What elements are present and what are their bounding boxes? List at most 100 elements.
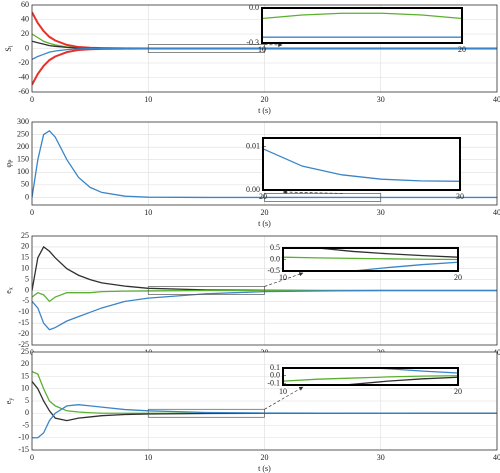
x-tick-label: 30 (377, 208, 385, 217)
y-tick-label: 0 (25, 408, 29, 417)
inset-frame (282, 247, 459, 272)
inset-x-tick-label: 20 (454, 387, 462, 396)
y-tick-label: -40 (18, 72, 29, 81)
series-line (32, 129, 497, 199)
inset-y-tick-label: 0.1 (270, 363, 280, 372)
y-tick-label: 0 (25, 43, 29, 52)
y-tick-label: 40 (21, 14, 29, 23)
series-line (32, 289, 497, 331)
plot-frame (31, 4, 498, 93)
y-axis-label-sub: P (9, 159, 15, 163)
inset-x-tick-label: 10 (258, 45, 266, 54)
y-tick-label: -60 (18, 87, 29, 96)
inset-frame (261, 7, 463, 44)
inset-y-tick-label: -0.3 (246, 38, 259, 47)
inset-line (366, 368, 458, 374)
x-tick-label: 40 (493, 208, 500, 217)
x-tick-label: 10 (144, 208, 152, 217)
y-tick-label: -20 (18, 329, 29, 338)
x-tick-label: 10 (144, 95, 152, 104)
x-tick-label: 10 (144, 453, 152, 462)
y-tick-label: -15 (18, 445, 29, 454)
inset-y-tick-label: 0.0 (270, 371, 280, 380)
y-tick-label: -5 (22, 296, 29, 305)
series-line (32, 404, 497, 439)
inset-y-tick-label: 0.5 (270, 243, 280, 252)
y-tick-label: 15 (21, 253, 29, 262)
y-tick-label: -10 (18, 433, 29, 442)
y-tick-label: 25 (21, 347, 29, 356)
inset-line (283, 375, 458, 382)
y-tick-label: 50 (21, 180, 29, 189)
inset-x-tick-label: 20 (259, 192, 267, 201)
inset-line (262, 12, 462, 20)
y-tick-label: -10 (18, 307, 29, 316)
y-axis-label-main: φ (4, 162, 13, 167)
y-axis-label-sub: x (9, 287, 15, 290)
y-axis-label-main: e (4, 400, 13, 404)
inset-y-tick-label: 0.0 (270, 254, 280, 263)
x-tick-label: 40 (493, 453, 500, 462)
zoom-box (147, 286, 265, 295)
x-tick-label: 30 (377, 95, 385, 104)
y-tick-label: 20 (21, 359, 29, 368)
y-tick-label: 0 (25, 192, 29, 201)
inset-x-tick-label: 20 (458, 45, 466, 54)
x-axis-label: t (s) (258, 106, 271, 115)
y-tick-label: -5 (22, 420, 29, 429)
inset-y-tick-label: -0.5 (267, 266, 280, 275)
y-tick-label: 0 (25, 285, 29, 294)
y-tick-label: 300 (17, 117, 29, 126)
zoom-box (147, 408, 265, 418)
inset-y-tick-label: 0.00 (246, 185, 260, 194)
y-tick-label: 10 (21, 384, 29, 393)
x-tick-label: 0 (30, 95, 34, 104)
y-tick-label: -20 (18, 58, 29, 67)
y-axis-label-main: e (4, 290, 13, 294)
inset-y-tick-label: -0.1 (267, 378, 280, 387)
inset-frame (262, 137, 461, 191)
x-axis-label: t (s) (258, 219, 271, 228)
y-tick-label: 10 (21, 264, 29, 273)
inset-line (263, 148, 460, 182)
zoom-arrow (264, 386, 304, 410)
x-tick-label: 20 (261, 208, 269, 217)
inset-line (346, 261, 458, 271)
y-axis-label: ex (4, 287, 15, 294)
inset-line (283, 256, 458, 261)
x-tick-label: 20 (261, 453, 269, 462)
y-tick-label: 5 (25, 396, 29, 405)
zoom-box (264, 193, 382, 202)
y-axis-label: φP (4, 159, 15, 168)
plot-frame (31, 351, 498, 451)
y-axis-label: Si (4, 45, 15, 51)
inset-y-tick-label: 0.0 (249, 3, 259, 12)
y-axis-label-main: S (4, 47, 13, 51)
panel: 0 50 100 150 200 250 300 0 10 20 30 40 t (s) φP 0.00 0.… (4, 117, 500, 228)
y-axis-label-sub: y (9, 398, 15, 401)
x-tick-label: 0 (30, 453, 34, 462)
y-axis-label: ey (4, 398, 15, 405)
inset-frame (282, 367, 459, 386)
y-tick-label: 25 (21, 231, 29, 240)
inset-area (283, 368, 458, 385)
x-tick-label: 40 (493, 95, 500, 104)
y-axis-label-sub: i (9, 45, 15, 47)
x-tick-label: 20 (261, 95, 269, 104)
y-tick-label: 250 (17, 129, 29, 138)
y-tick-label: 5 (25, 274, 29, 283)
y-tick-label: 200 (17, 142, 29, 151)
y-tick-label: 150 (17, 155, 29, 164)
y-tick-label: 20 (21, 29, 29, 38)
x-tick-label: 0 (30, 208, 34, 217)
inset-y-tick-label: 0.01 (246, 141, 260, 150)
y-tick-label: 15 (21, 371, 29, 380)
y-tick-label: 20 (21, 242, 29, 251)
inset-x-tick-label: 30 (456, 192, 464, 201)
plot-frame (31, 121, 498, 206)
zoom-arrow (264, 272, 304, 287)
inset-x-tick-label: 10 (279, 387, 287, 396)
